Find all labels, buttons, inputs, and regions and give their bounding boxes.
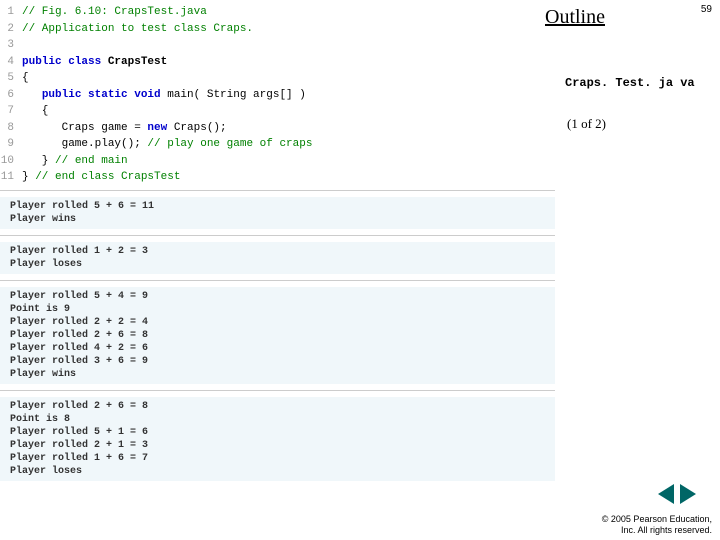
output-line: Player rolled 2 + 6 = 8 xyxy=(10,329,545,342)
output-line: Player rolled 1 + 2 = 3 xyxy=(10,245,545,258)
line-content: public class CrapsTest xyxy=(22,54,167,71)
code-line: 1// Fig. 6.10: CrapsTest.java xyxy=(0,4,555,21)
output-line: Player rolled 3 + 6 = 9 xyxy=(10,355,545,368)
code-line: 5{ xyxy=(0,70,555,87)
copyright-line2: Inc. All rights reserved. xyxy=(602,525,712,536)
line-content: { xyxy=(22,103,48,120)
output-line: Player rolled 5 + 1 = 6 xyxy=(10,426,545,439)
page-number: 59 xyxy=(701,4,712,15)
output-line: Player rolled 2 + 6 = 8 xyxy=(10,400,545,413)
next-button[interactable] xyxy=(680,484,696,504)
code-line: 4public class CrapsTest xyxy=(0,54,555,71)
line-number: 10 xyxy=(0,153,22,170)
divider xyxy=(0,190,555,191)
output-block: Player rolled 5 + 6 = 11Player wins xyxy=(0,197,555,229)
line-content: Craps game = new Craps(); xyxy=(22,120,227,137)
line-number: 4 xyxy=(0,54,22,71)
code-line: 6 public static void main( String args[]… xyxy=(0,87,555,104)
output-line: Player rolled 4 + 2 = 6 xyxy=(10,342,545,355)
slide-counter: (1 of 2) xyxy=(567,116,606,132)
code-line: 7 { xyxy=(0,103,555,120)
line-number: 2 xyxy=(0,21,22,38)
copyright: © 2005 Pearson Education, Inc. All right… xyxy=(602,514,712,536)
line-content: game.play(); // play one game of craps xyxy=(22,136,312,153)
prev-button[interactable] xyxy=(658,484,674,504)
line-content: { xyxy=(22,70,29,87)
code-line: 3 xyxy=(0,37,555,54)
output-line: Player loses xyxy=(10,258,545,271)
outline-title: Outline xyxy=(545,6,605,29)
output-line: Player rolled 5 + 4 = 9 xyxy=(10,290,545,303)
code-line: 8 Craps game = new Craps(); xyxy=(0,120,555,137)
code-panel: 1// Fig. 6.10: CrapsTest.java2// Applica… xyxy=(0,0,555,540)
divider xyxy=(0,235,555,236)
line-content: public static void main( String args[] ) xyxy=(22,87,306,104)
output-line: Player loses xyxy=(10,465,545,478)
code-block: 1// Fig. 6.10: CrapsTest.java2// Applica… xyxy=(0,0,555,190)
output-line: Point is 9 xyxy=(10,303,545,316)
line-number: 5 xyxy=(0,70,22,87)
divider xyxy=(0,390,555,391)
output-block: Player rolled 2 + 6 = 8Point is 8Player … xyxy=(0,397,555,481)
line-number: 11 xyxy=(0,169,22,186)
line-number: 6 xyxy=(0,87,22,104)
code-line: 2// Application to test class Craps. xyxy=(0,21,555,38)
line-content: } // end class CrapsTest xyxy=(22,169,180,186)
line-number: 8 xyxy=(0,120,22,137)
output-block: Player rolled 1 + 2 = 3Player loses xyxy=(0,242,555,274)
line-number: 7 xyxy=(0,103,22,120)
code-line: 11} // end class CrapsTest xyxy=(0,169,555,186)
divider xyxy=(0,280,555,281)
code-line: 9 game.play(); // play one game of craps xyxy=(0,136,555,153)
output-line: Point is 8 xyxy=(10,413,545,426)
sidebar: Outline 59 Craps. Test. ja va (1 of 2) ©… xyxy=(555,0,720,540)
line-content: // Application to test class Craps. xyxy=(22,21,253,38)
output-line: Player wins xyxy=(10,368,545,381)
output-line: Player wins xyxy=(10,213,545,226)
nav-buttons xyxy=(658,484,696,504)
output-block: Player rolled 5 + 4 = 9Point is 9Player … xyxy=(0,287,555,384)
output-line: Player rolled 5 + 6 = 11 xyxy=(10,200,545,213)
output-line: Player rolled 1 + 6 = 7 xyxy=(10,452,545,465)
copyright-line1: © 2005 Pearson Education, xyxy=(602,514,712,525)
line-number: 1 xyxy=(0,4,22,21)
line-content: // Fig. 6.10: CrapsTest.java xyxy=(22,4,207,21)
line-content: } // end main xyxy=(22,153,128,170)
code-line: 10 } // end main xyxy=(0,153,555,170)
file-label: Craps. Test. ja va xyxy=(565,76,695,90)
line-number: 3 xyxy=(0,37,22,54)
output-line: Player rolled 2 + 1 = 3 xyxy=(10,439,545,452)
line-number: 9 xyxy=(0,136,22,153)
output-line: Player rolled 2 + 2 = 4 xyxy=(10,316,545,329)
